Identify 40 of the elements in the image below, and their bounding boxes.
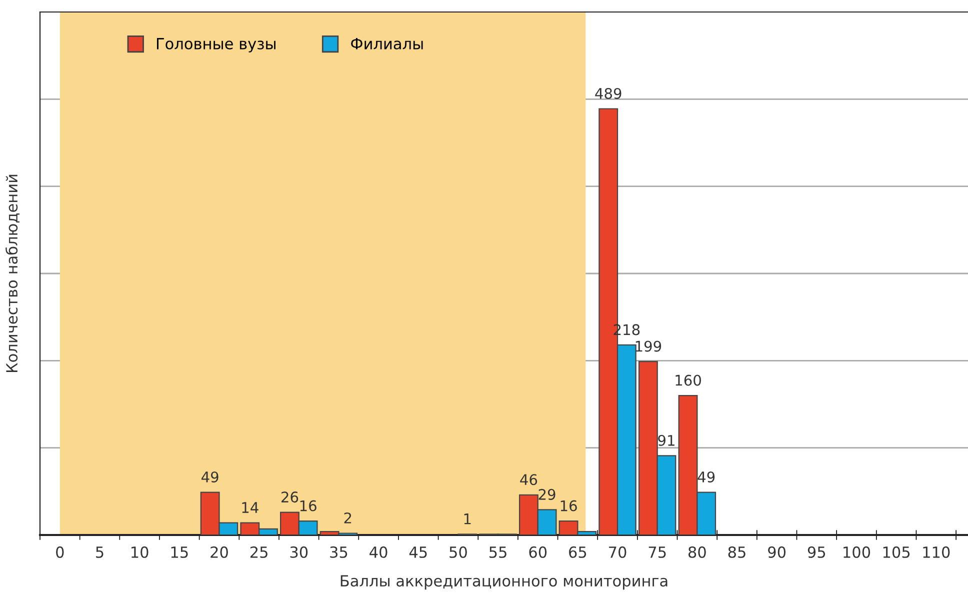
- x-tick-label: 75: [648, 546, 666, 558]
- x-tick-label: 20: [210, 546, 228, 558]
- data-label: 29: [538, 488, 556, 500]
- data-label: 1: [464, 514, 471, 524]
- x-tick-label: 85: [728, 546, 746, 558]
- data-label: 91: [658, 434, 674, 446]
- data-label: 160: [676, 374, 701, 386]
- x-tick-label: 5: [96, 546, 104, 558]
- x-tick-label: 105: [883, 546, 910, 558]
- legend-label: Филиалы: [351, 38, 423, 50]
- x-tick-label: 80: [688, 546, 706, 558]
- data-label: 49: [698, 471, 715, 483]
- x-tick-label: 35: [330, 546, 348, 558]
- x-tick-label: 55: [489, 546, 506, 558]
- data-label: 16: [560, 500, 577, 512]
- data-label: 49: [202, 471, 218, 483]
- x-tick-label: 100: [844, 546, 870, 558]
- x-tick-label: 25: [250, 546, 268, 558]
- x-tick-label: 10: [132, 546, 148, 558]
- data-label: 26: [282, 492, 298, 503]
- legend-label: Головные вузы: [156, 38, 276, 52]
- x-tick-label: 15: [171, 546, 188, 558]
- x-tick-label: 90: [768, 546, 786, 558]
- data-label: 2: [344, 512, 352, 524]
- x-tick-label: 110: [923, 546, 950, 558]
- x-tick-label: 40: [370, 546, 388, 558]
- x-tick-label: 0: [56, 546, 64, 558]
- data-label: 16: [300, 500, 316, 512]
- x-tick-label: 70: [609, 546, 626, 558]
- data-label: 489: [595, 88, 622, 99]
- x-axis-title: Баллы аккредитационного мониторинга: [340, 575, 668, 590]
- x-tick-label: 30: [290, 546, 308, 558]
- data-label: 46: [520, 474, 538, 486]
- x-tick-label: 65: [569, 546, 586, 558]
- y-axis-title: Количество наблюдений: [6, 174, 20, 372]
- x-tick-label: 50: [450, 546, 467, 558]
- x-tick-label: 60: [529, 546, 547, 558]
- x-tick-label: 95: [808, 546, 826, 558]
- data-label: 14: [242, 502, 258, 513]
- x-tick-label: 45: [409, 546, 427, 558]
